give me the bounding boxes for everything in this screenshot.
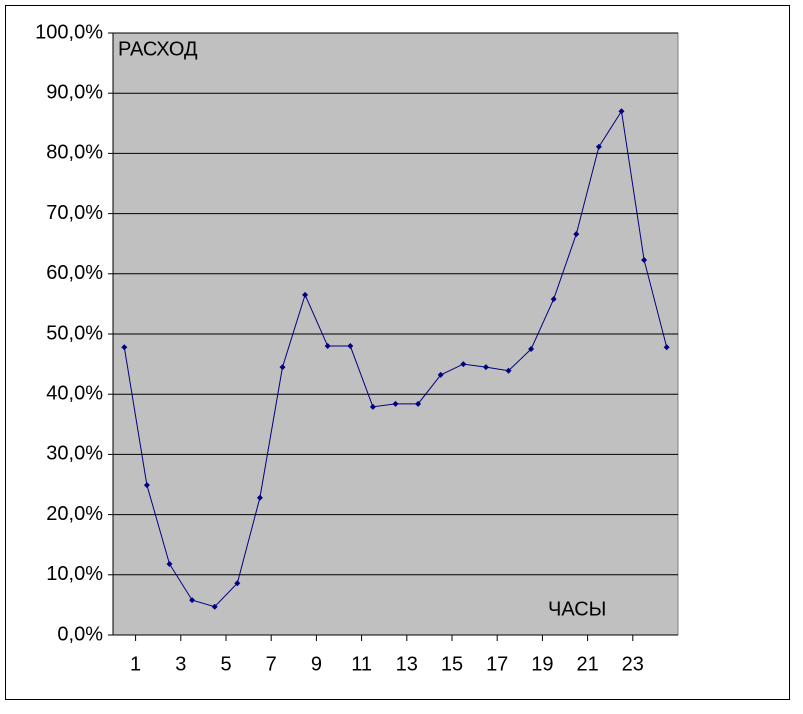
marker [415,400,422,407]
marker [121,344,128,351]
y-tick-label: 20,0% [46,503,103,525]
marker [550,296,557,303]
marker [437,371,444,378]
marker [369,403,376,410]
x-tick-label: 11 [351,653,372,675]
x-axis-label: ЧАСЫ [548,598,606,620]
y-tick-label: 10,0% [46,563,103,585]
y-axis-label: РАСХОД [118,38,198,60]
y-tick-label: 60,0% [46,262,103,284]
marker [234,580,241,587]
x-tick-label: 23 [622,653,644,675]
marker [189,597,196,604]
marker [618,108,625,115]
x-tick-label: 9 [311,653,322,675]
y-tick-label: 0,0% [57,623,103,645]
x-tick-label: 21 [576,653,598,675]
marker [166,560,173,567]
marker [302,291,309,298]
y-tick-label: 100,0% [35,21,103,43]
marker [211,603,218,610]
x-tick-label: 5 [220,653,231,675]
marker [641,256,648,263]
marker [347,343,354,350]
marker [528,346,535,353]
x-tick-label: 19 [531,653,553,675]
x-tick-label: 13 [396,653,418,675]
marker [324,343,331,350]
marker [595,143,602,150]
y-tick-label: 30,0% [46,443,103,465]
marker [256,494,263,501]
x-tick-label: 17 [486,653,508,675]
marker [279,364,286,371]
y-tick-label: 80,0% [46,142,103,164]
marker [663,344,670,351]
x-tick-label: 15 [441,653,463,675]
x-tick-label: 7 [266,653,277,675]
marker [505,367,512,374]
marker [143,482,150,489]
x-tick-label: 3 [175,653,186,675]
y-tick-label: 50,0% [46,322,103,344]
marker [482,364,489,371]
y-tick-label: 40,0% [46,382,103,404]
x-tick-label: 1 [130,653,141,675]
marker [392,400,399,407]
marker [573,231,580,238]
marker [460,361,467,368]
y-tick-label: 90,0% [46,81,103,103]
y-tick-label: 70,0% [46,202,103,224]
